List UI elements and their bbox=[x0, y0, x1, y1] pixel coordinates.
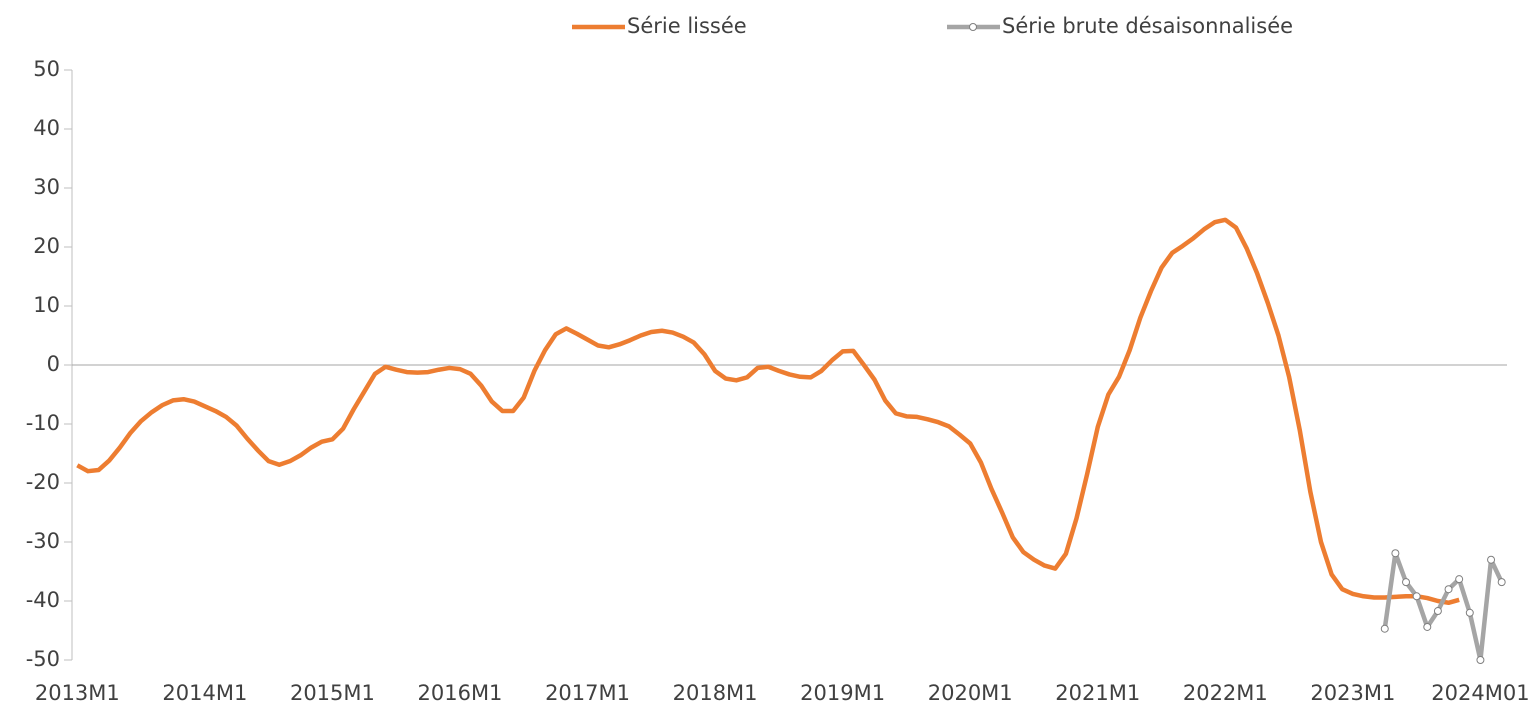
series-marker bbox=[1455, 575, 1464, 584]
series-marker bbox=[1423, 622, 1432, 631]
series-marker bbox=[1402, 578, 1411, 587]
series-marker bbox=[1391, 549, 1400, 558]
series-marker bbox=[1444, 585, 1453, 594]
x-tick-label: 2023M1 bbox=[1310, 681, 1395, 705]
y-tick-label: -20 bbox=[26, 470, 60, 494]
series-line bbox=[1382, 550, 1504, 663]
y-tick-label: 40 bbox=[33, 116, 60, 140]
y-tick-label: -10 bbox=[26, 411, 60, 435]
y-tick-label: -50 bbox=[26, 647, 60, 671]
y-tick-label: 0 bbox=[47, 352, 60, 376]
series-marker bbox=[1380, 624, 1389, 633]
legend-marker bbox=[969, 23, 977, 31]
x-tick-label: 2016M1 bbox=[418, 681, 503, 705]
series-marker bbox=[1433, 607, 1442, 616]
x-tick-label: 2021M1 bbox=[1055, 681, 1140, 705]
series-line bbox=[76, 217, 1460, 606]
y-tick-label: 50 bbox=[33, 57, 60, 81]
y-tick-label: 20 bbox=[33, 234, 60, 258]
x-tick-label: 2022M1 bbox=[1183, 681, 1268, 705]
legend-label: Série brute désaisonnalisée bbox=[1002, 14, 1293, 38]
y-tick-label: -40 bbox=[26, 588, 60, 612]
series-marker bbox=[1476, 656, 1485, 664]
x-tick-label: 2014M1 bbox=[162, 681, 247, 705]
x-tick-label: 2024M01 bbox=[1431, 681, 1529, 705]
series-marker bbox=[1497, 578, 1506, 587]
y-tick-label: 30 bbox=[33, 175, 60, 199]
y-tick-label: -30 bbox=[26, 529, 60, 553]
x-tick-label: 2020M1 bbox=[928, 681, 1013, 705]
y-tick-label: 10 bbox=[33, 293, 60, 317]
legend-label: Série lissée bbox=[627, 14, 747, 38]
x-tick-label: 2019M1 bbox=[800, 681, 885, 705]
series-marker bbox=[1412, 592, 1421, 601]
series-marker bbox=[1465, 608, 1474, 617]
series-marker bbox=[1487, 555, 1496, 564]
x-tick-label: 2018M1 bbox=[673, 681, 758, 705]
x-tick-label: 2017M1 bbox=[545, 681, 630, 705]
x-tick-label: 2015M1 bbox=[290, 681, 375, 705]
x-tick-label: 2013M1 bbox=[35, 681, 120, 705]
